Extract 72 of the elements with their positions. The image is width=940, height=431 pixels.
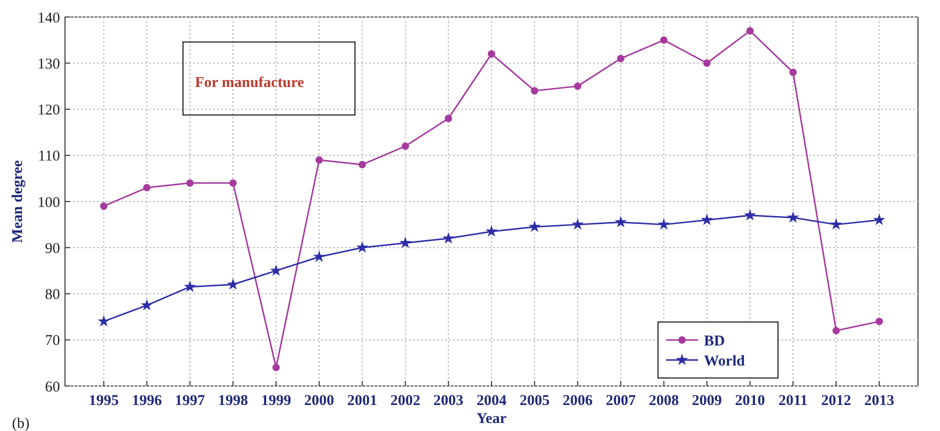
point <box>876 318 883 326</box>
x-tick-label: 1999 <box>261 393 292 409</box>
point <box>832 326 840 334</box>
x-tick-label: 1996 <box>132 393 162 409</box>
point <box>528 220 541 232</box>
point <box>98 315 110 327</box>
point <box>572 218 584 230</box>
x-tick-label: 2003 <box>433 393 464 409</box>
point <box>830 218 842 230</box>
point <box>574 82 582 90</box>
point <box>143 184 151 192</box>
point <box>617 54 624 62</box>
legend-label: BD <box>704 333 726 350</box>
point <box>399 236 412 248</box>
point <box>787 211 800 223</box>
point <box>746 27 754 35</box>
x-tick-label: 2000 <box>304 393 334 409</box>
x-tick-label: 2002 <box>390 393 420 409</box>
legend-label: World <box>704 353 746 370</box>
point <box>140 298 153 310</box>
point <box>358 160 366 168</box>
y-tick-label: 140 <box>38 10 60 26</box>
x-tick-label: 1998 <box>218 393 248 409</box>
x-tick-label: 2011 <box>778 393 808 409</box>
x-tick-label: 2012 <box>821 393 852 409</box>
x-tick-label: 2001 <box>347 393 378 409</box>
text: (b) <box>12 416 30 431</box>
x-tick-label: 2013 <box>864 393 894 409</box>
point <box>703 59 711 67</box>
point <box>444 114 452 122</box>
point <box>313 250 326 262</box>
point <box>100 202 108 210</box>
x-axis-title: Year <box>476 411 507 427</box>
point <box>744 209 756 220</box>
point <box>488 50 496 58</box>
point <box>184 280 196 292</box>
x-tick-label: 2009 <box>692 393 722 409</box>
x-tick-label: 2008 <box>648 393 679 409</box>
x-tick-label: 1995 <box>88 393 119 409</box>
point <box>658 218 670 230</box>
point <box>402 142 410 150</box>
x-tick-label: 2006 <box>562 393 594 409</box>
point <box>186 179 194 187</box>
point <box>270 264 282 276</box>
y-tick-label: 70 <box>45 333 60 350</box>
y-tick-label: 110 <box>38 148 60 165</box>
y-tick-label: 130 <box>38 56 60 72</box>
point <box>700 214 713 226</box>
x-tick-label: 1997 <box>174 393 206 409</box>
x-tick-label: 2007 <box>606 393 636 409</box>
x-tick-label: 2010 <box>734 393 765 409</box>
point <box>660 36 668 44</box>
y-tick-label: 120 <box>38 102 60 118</box>
point <box>272 364 280 372</box>
y-tick-label: 80 <box>45 287 60 303</box>
point <box>229 179 237 187</box>
y-tick-label: 100 <box>38 194 60 211</box>
y-tick-label: 90 <box>45 240 60 257</box>
annotation: For manufacture <box>195 75 304 91</box>
x-tick-label: 2005 <box>520 393 550 409</box>
point <box>789 68 797 76</box>
point <box>356 241 368 253</box>
point <box>226 278 240 290</box>
y-axis-title: Mean degree <box>10 160 26 243</box>
point <box>485 225 498 237</box>
point <box>614 216 627 228</box>
point <box>315 156 323 164</box>
point <box>530 87 538 94</box>
x-tick-label: 2004 <box>476 393 507 409</box>
point <box>442 232 454 244</box>
point <box>873 214 886 226</box>
y-tick-label: 60 <box>45 379 60 396</box>
